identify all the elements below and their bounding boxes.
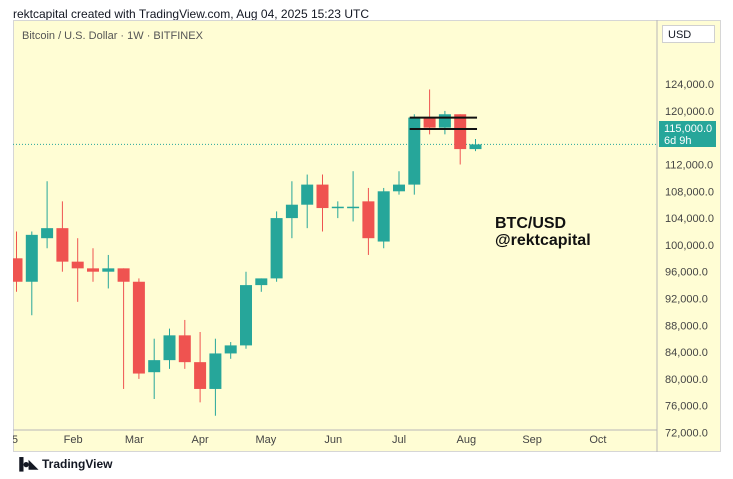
x-tick-label: Sep [522,434,542,446]
y-tick-label: 80,000.0 [665,374,708,386]
candle-body [71,261,84,269]
y-tick-label: 120,000.0 [665,106,714,118]
currency-selector[interactable]: USD [662,25,715,43]
candle-body [224,345,237,354]
price-chart[interactable]: 72,000.0 76,000.0 80,000.0 84,000.0 88,000.0… [13,20,721,452]
candle-body [393,184,405,192]
candle-body [438,114,451,128]
x-tick-label: Feb [64,434,83,446]
y-tick-label: 76,000.0 [665,401,708,413]
y-tick-label: 104,000.0 [665,213,714,225]
y-tick-label: 108,000.0 [665,186,714,198]
candle-body [285,204,298,219]
x-tick-label: Jun [324,434,342,446]
y-tick-label: 88,000.0 [665,320,708,332]
candle-body [132,281,145,374]
candles-group [13,89,482,416]
attribution-header: rektcapital created with TradingView.com… [13,7,369,21]
x-tick-label: 25 [13,434,18,446]
candle-body [423,117,436,128]
y-tick-label: 92,000.0 [665,294,708,306]
last-price-value: 115,000.0 [664,123,713,135]
candle-body [148,360,161,373]
candle-body [117,268,130,282]
x-tick-label: Oct [589,434,606,446]
x-tick-label: May [255,434,276,446]
candle-body [316,184,329,209]
last-price-badge: 115,000.0 6d 9h [659,121,716,147]
candle-body [301,184,314,205]
x-tick-label: Jul [392,434,406,446]
candle-body [362,201,375,239]
candle-body [408,117,421,185]
annotation-line-2: @rektcapital [495,232,591,249]
candle-body [209,353,222,389]
y-tick-label: 72,000.0 [665,428,708,440]
annotation-line-1: BTC/USD [495,215,567,232]
candle-body [469,144,482,150]
candle-body [454,114,467,150]
bar-countdown: 6d 9h [664,135,692,147]
tradingview-logo-icon: ▐●◣ [15,457,38,471]
tradingview-brand-text: TradingView [41,457,113,471]
candle-body [41,228,54,239]
candle-body [347,206,360,209]
candle-body [240,285,252,346]
x-tick-label: Aug [457,434,477,446]
candle-body [56,228,69,262]
y-tick-label: 100,000.0 [665,240,714,252]
candle-body [194,362,207,389]
x-tick-label: Mar [125,434,144,446]
candle-body [163,335,176,361]
candle-body [87,268,99,272]
candle-body [13,258,23,282]
candle-body [255,278,268,286]
y-tick-label: 124,000.0 [665,79,714,91]
x-tick-label: Apr [192,434,209,446]
chart-annotation: BTC/USD @rektcapital [495,215,591,249]
y-tick-label: 84,000.0 [665,347,708,359]
symbol-label: Bitcoin / U.S. Dollar · 1W · BITFINEX [22,30,203,42]
candle-body [178,335,191,363]
candle-body [270,218,283,279]
candle-body [102,268,115,272]
candle-body [377,191,390,242]
y-tick-label: 112,000.0 [665,160,713,172]
tradingview-logo[interactable]: ▐●◣ TradingView [15,457,112,471]
candle-body [25,234,38,282]
candle-body [331,206,344,209]
y-tick-label: 96,000.0 [665,267,708,279]
